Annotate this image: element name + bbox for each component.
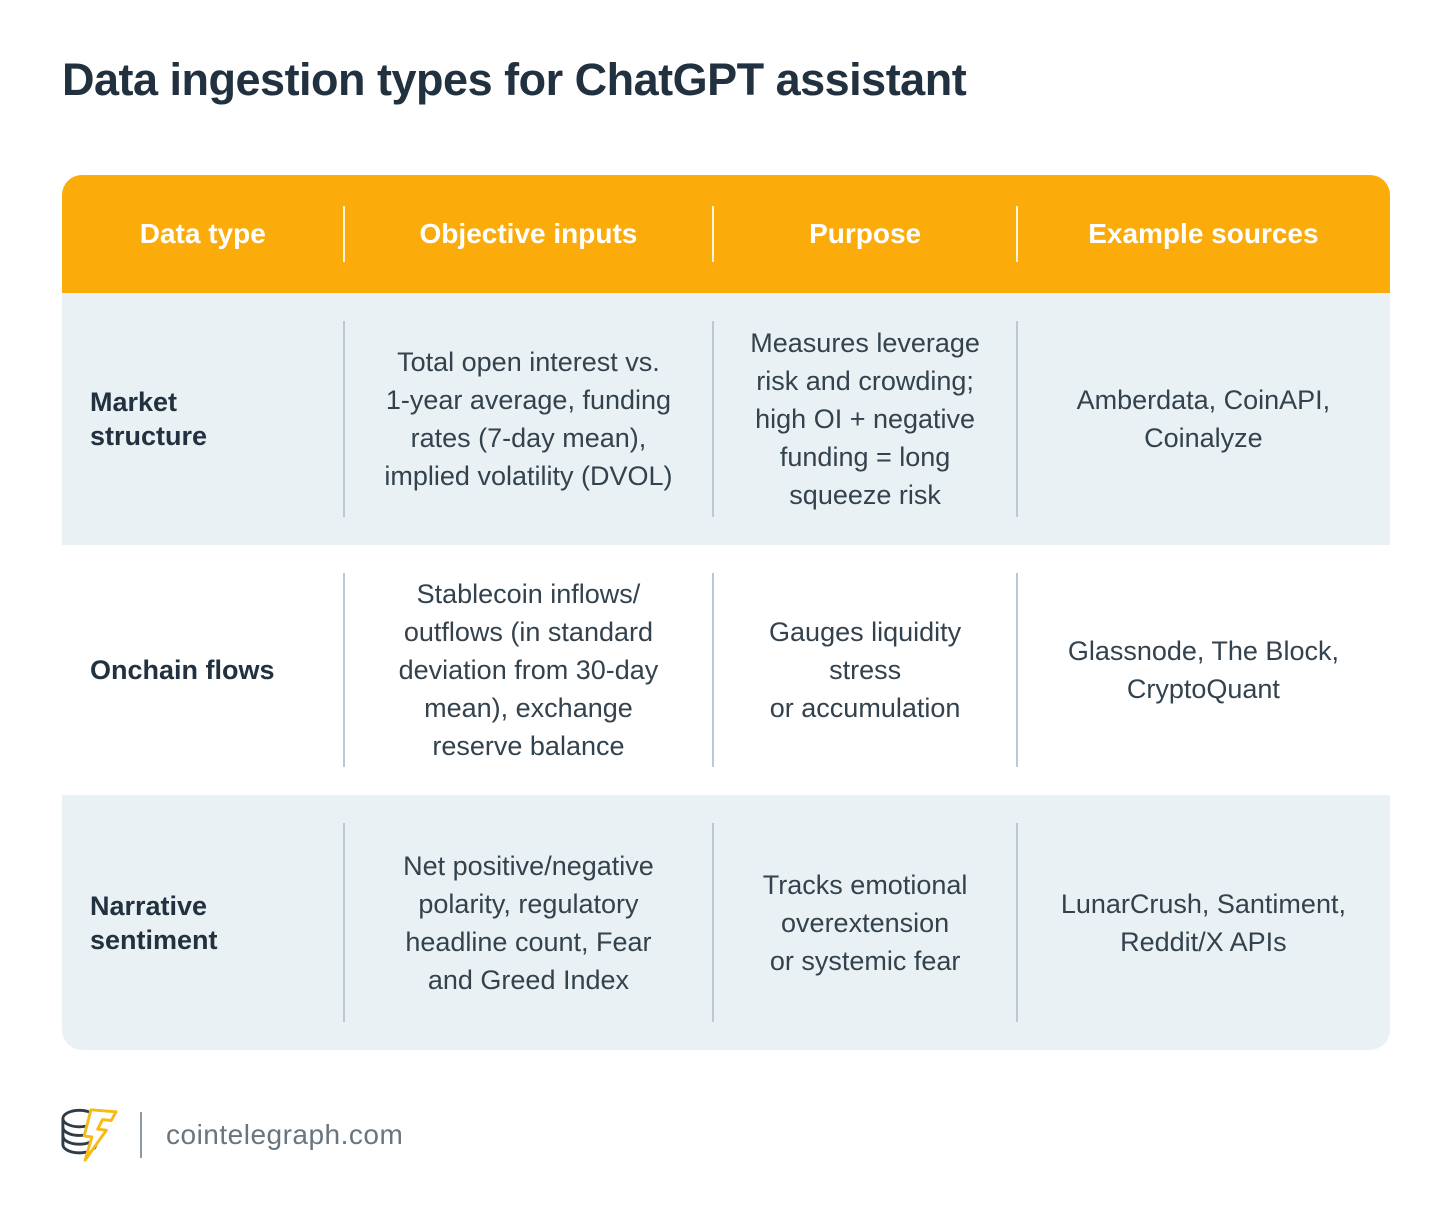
footer-divider (140, 1112, 142, 1158)
cell-data-type: Market structure (62, 293, 345, 545)
footer-site-label: cointelegraph.com (166, 1119, 404, 1150)
cointelegraph-logo-icon (61, 1108, 118, 1162)
cell-example-sources: LunarCrush, Santiment, Reddit/X APIs (1060, 888, 1346, 957)
table-row-onchain-flows: Onchain flows Stablecoin inflows/ outflo… (62, 545, 1390, 795)
column-header-objective-inputs: Objective inputs (344, 175, 715, 293)
footer: cointelegraph.com (58, 1106, 403, 1164)
table-row-narrative-sentiment: Narrative sentiment Net positive/negativ… (62, 795, 1390, 1050)
table-header-row: Data type Objective inputs Purpose Examp… (62, 175, 1390, 293)
cell-example-sources: Glassnode, The Block, CryptoQuant (1067, 636, 1339, 704)
page-title: Data ingestion types for ChatGPT assista… (62, 54, 967, 105)
cell-objective-inputs: Total open interest vs. 1-year average, … (344, 293, 715, 545)
cell-data-type: Narrative sentiment (62, 795, 345, 1050)
table-row-market-structure: Market structure Total open interest vs.… (62, 293, 1390, 545)
cell-purpose: Tracks emotional overextension or system… (713, 795, 1019, 1050)
cell-objective-inputs: Stablecoin inflows/ outflows (in standar… (344, 545, 715, 795)
column-header-purpose: Purpose (713, 175, 1019, 293)
cell-data-type: Onchain flows (62, 545, 345, 795)
column-header-data-type: Data type (62, 175, 345, 293)
cell-example-sources: Amberdata, CoinAPI, Coinalyze (1076, 385, 1331, 453)
cell-objective-inputs: Net positive/negative polarity, regulato… (344, 795, 715, 1050)
cell-purpose: Gauges liquidity stress or accumulation (713, 545, 1019, 795)
data-ingestion-table: Data type Objective inputs Purpose Examp… (62, 175, 1390, 1050)
column-header-example-sources: Example sources (1088, 218, 1319, 249)
cell-purpose: Measures leverage risk and crowding; hig… (713, 293, 1019, 545)
